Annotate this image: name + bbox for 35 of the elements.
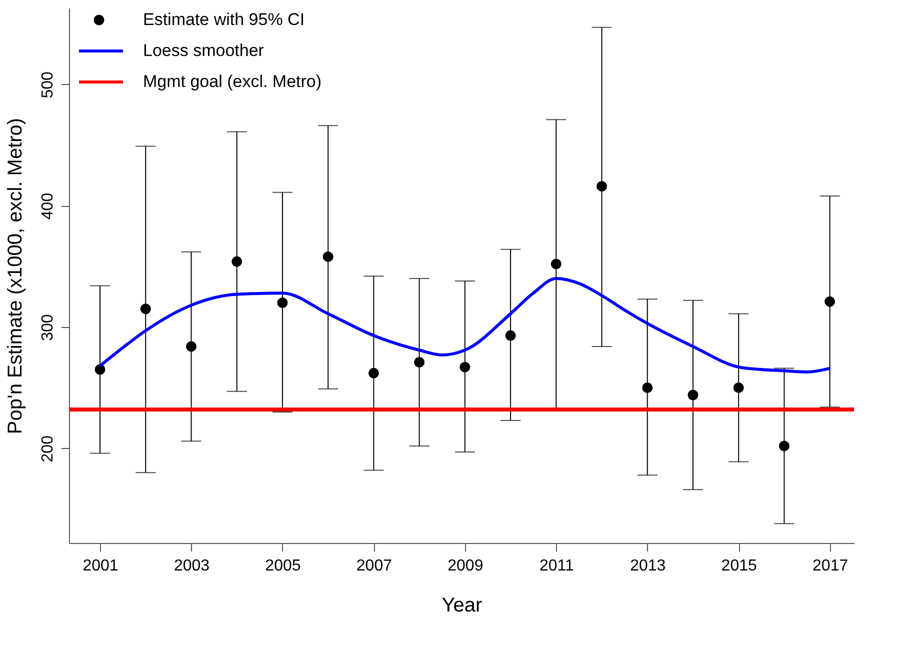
point	[368, 368, 379, 378]
legend-label: Loess smoother	[143, 41, 264, 60]
point	[596, 181, 608, 192]
x-tick-label: 2011	[539, 558, 574, 574]
y-tick-label: 500	[40, 71, 56, 98]
y-tick-label: 300	[40, 314, 56, 341]
x-tick-label: 2001	[82, 558, 118, 574]
point	[322, 251, 334, 262]
point	[186, 341, 196, 352]
point	[140, 304, 151, 314]
x-tick-label: 2017	[812, 558, 848, 574]
x-tick-label: 2015	[721, 558, 757, 574]
x-axis-title: Year	[442, 594, 483, 616]
legend-label: Estimate with 95% CI	[143, 10, 305, 29]
point	[94, 364, 106, 375]
x-tick-label: 2007	[356, 558, 392, 574]
x-tick-label: 2005	[265, 558, 301, 574]
point	[550, 258, 562, 270]
point	[232, 256, 242, 267]
point	[778, 440, 790, 452]
x-tick-label: 2013	[630, 558, 666, 574]
point	[642, 382, 653, 393]
y-axis-title: Pop'n Estimate (x1000, excl. Metro)	[4, 118, 26, 434]
point	[688, 390, 698, 400]
point	[824, 296, 836, 307]
y-tick-label: 200	[40, 435, 56, 462]
point	[277, 298, 288, 308]
point	[414, 357, 425, 368]
x-tick-label: 2009	[448, 558, 484, 574]
legend-label: Mgmt goal (excl. Metro)	[143, 72, 322, 91]
y-tick-label: 400	[40, 192, 56, 220]
point	[460, 362, 470, 372]
x-tick-label: 2003	[174, 558, 210, 574]
point	[733, 382, 744, 393]
point	[505, 330, 516, 341]
